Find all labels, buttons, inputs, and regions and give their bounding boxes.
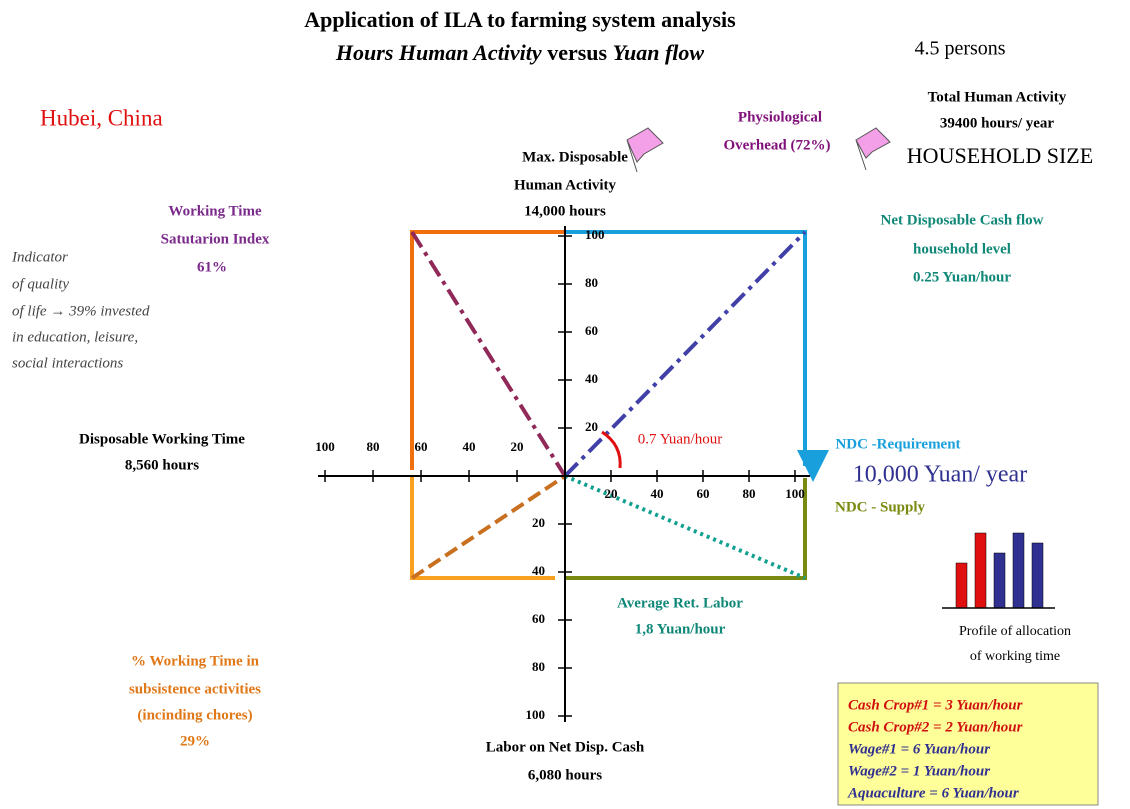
tick-label: 80 (367, 439, 380, 454)
net-cash-flow: 0.25 Yuan/hour (913, 269, 1011, 285)
saturation: Working Time (168, 203, 262, 219)
tick-label: 80 (585, 275, 598, 290)
profile: Profile of allocation (959, 624, 1071, 639)
total-activity: Total Human Activity (928, 89, 1067, 105)
return-item: Cash Crop#2 = 2 Yuan/hour (848, 719, 1023, 735)
indicator: of quality (12, 276, 69, 292)
saturation: 61% (197, 259, 227, 275)
returns-box (837, 682, 1099, 806)
diagonal (410, 474, 567, 580)
indicator: of life → 39% invested (12, 303, 150, 319)
tick-label: 100 (315, 439, 335, 454)
tick-label: 20 (605, 486, 618, 501)
return-item: Wage#1 = 6 Yuan/hour (848, 741, 990, 757)
labor-cash: Labor on Net Disp. Cash (486, 739, 645, 755)
profile-icon (942, 532, 1055, 609)
flag (855, 127, 891, 171)
return-item: Aquaculture = 6 Yuan/hour (847, 785, 1019, 801)
tick-label: 60 (585, 323, 598, 338)
max-disposable: Max. Disposable (522, 149, 628, 165)
tick-label: 60 (415, 439, 428, 454)
tick-label: 80 (743, 486, 756, 501)
tick-label: 100 (785, 486, 805, 501)
ndc-supply: NDC - Supply (835, 499, 926, 515)
tick-label: 20 (511, 439, 524, 454)
net-cash-flow: household level (913, 241, 1011, 257)
return-item: Wage#2 = 1 Yuan/hour (848, 763, 990, 779)
supply-frame (565, 478, 807, 580)
physiological: Overhead (72%) (723, 137, 830, 153)
diagonal (563, 230, 807, 478)
indicator: in education, leisure, (12, 329, 138, 345)
ndc-amount: 10,000 Yuan/ year (853, 462, 1027, 488)
return-item: Cash Crop#1 = 3 Yuan/hour (848, 697, 1023, 713)
diagonal (564, 474, 806, 580)
net-cash-flow: Net Disposable Cash flow (881, 212, 1044, 228)
subsistence: % Working Time in (131, 653, 260, 669)
tick-label: 80 (532, 659, 545, 674)
total-activity: 39400 hours/ year (940, 115, 1055, 131)
ndc-requirement: NDC -Requirement (835, 436, 960, 452)
flag (626, 127, 664, 173)
diagonal (410, 230, 567, 478)
indicator: Indicator (11, 249, 68, 265)
subsistence: 29% (180, 733, 210, 749)
persons: 4.5 persons (914, 38, 1005, 60)
tick-label: 100 (585, 227, 605, 242)
tick-label: 40 (585, 371, 598, 386)
labor-cash: 6,080 hours (528, 767, 602, 783)
profile: of working time (970, 649, 1060, 664)
tick-label: 40 (651, 486, 664, 501)
tick-label: 40 (463, 439, 476, 454)
title: Application of ILA to farming system ana… (304, 7, 736, 32)
tick-label: 60 (532, 611, 545, 626)
slope-arc (601, 430, 622, 469)
disposable-working: Disposable Working Time (79, 431, 245, 447)
avg-labor: Average Ret. Labor (617, 595, 743, 611)
tick-label: 20 (585, 419, 598, 434)
subtitle: Hours Human Activity versus Yuan flow (335, 40, 705, 65)
max-disposable: Human Activity (514, 177, 617, 193)
tick-label: 20 (532, 515, 545, 530)
indicator: social interactions (12, 355, 123, 371)
subsistence: (incinding chores) (137, 707, 252, 723)
slope-label: 0.7 Yuan/hour (638, 431, 722, 447)
disposable-working: 8,560 hours (125, 457, 199, 473)
subsistence: subsistence activities (129, 681, 261, 697)
avg-labor: 1,8 Yuan/hour (635, 621, 726, 637)
max-disposable: 14,000 hours (524, 203, 606, 219)
saturation: Satutarion Index (161, 231, 270, 247)
tick-label: 60 (697, 486, 710, 501)
physiological: Physiological (738, 109, 822, 125)
location: Hubei, China (40, 105, 163, 130)
tick-label: 40 (532, 563, 545, 578)
tick-label: 100 (526, 707, 546, 722)
household-size: HOUSEHOLD SIZE (907, 143, 1093, 168)
